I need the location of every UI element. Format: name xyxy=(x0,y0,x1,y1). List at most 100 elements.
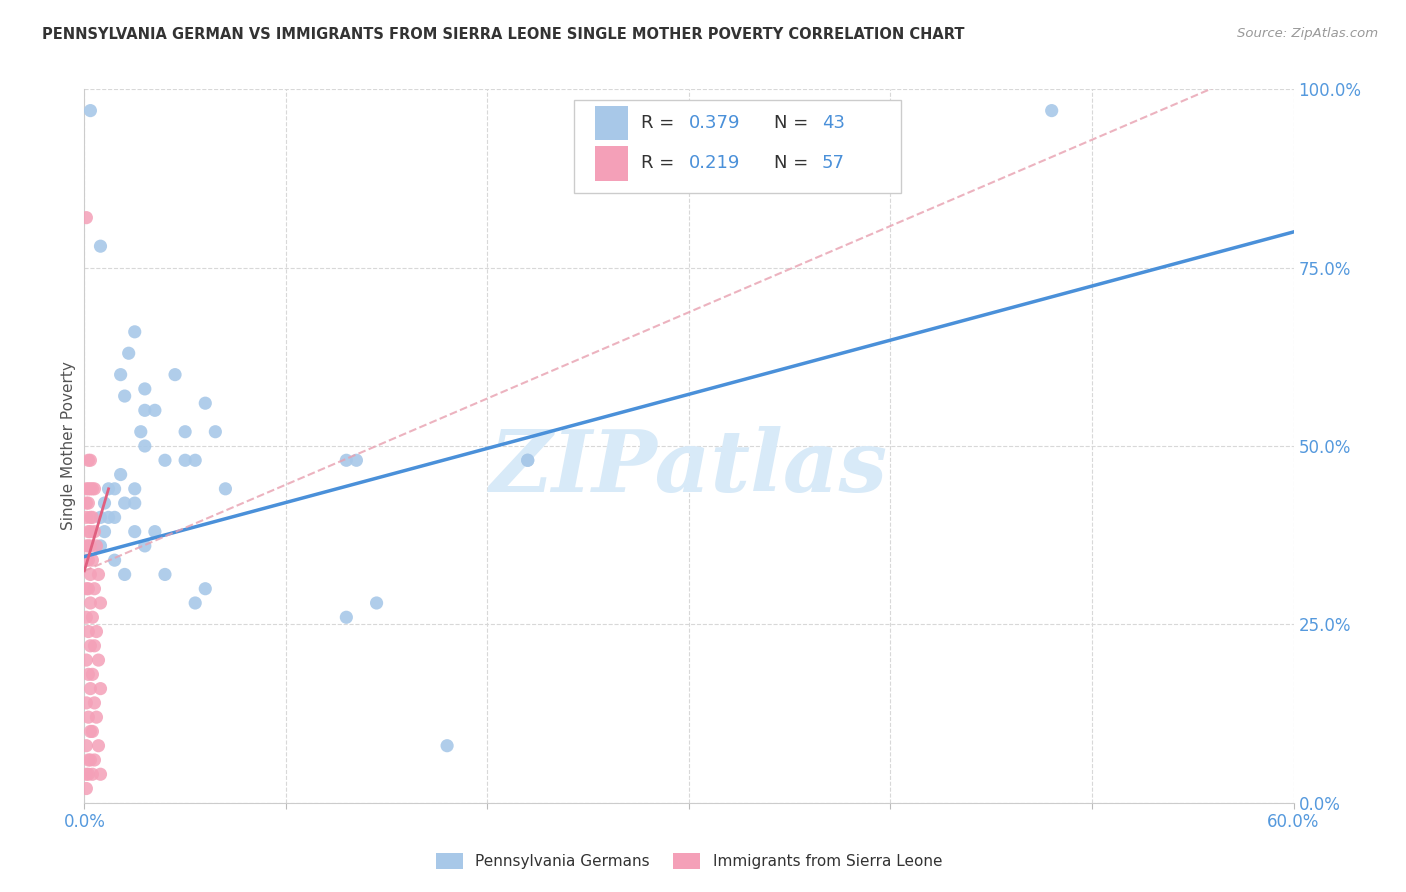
Point xyxy=(143,524,166,539)
Point xyxy=(82,553,104,567)
Point xyxy=(87,739,110,753)
Point xyxy=(97,510,120,524)
Point xyxy=(83,482,105,496)
FancyBboxPatch shape xyxy=(574,100,901,193)
Point xyxy=(75,610,97,624)
Point xyxy=(75,767,97,781)
Point xyxy=(79,482,101,496)
Point xyxy=(77,482,100,496)
Point xyxy=(75,510,97,524)
Point xyxy=(75,781,97,796)
Point xyxy=(83,524,105,539)
Point xyxy=(77,710,100,724)
Point xyxy=(89,596,111,610)
Point xyxy=(134,539,156,553)
Text: R =: R = xyxy=(641,154,679,172)
Point xyxy=(194,582,217,596)
FancyBboxPatch shape xyxy=(595,106,628,140)
Point xyxy=(77,496,100,510)
Point xyxy=(83,582,105,596)
Point xyxy=(718,103,741,118)
Point xyxy=(77,753,100,767)
Point xyxy=(174,425,197,439)
Point xyxy=(82,767,104,781)
Text: ZIPatlas: ZIPatlas xyxy=(489,425,889,509)
Point xyxy=(114,567,136,582)
Point xyxy=(184,453,207,467)
Legend: Pennsylvania Germans, Immigrants from Sierra Leone: Pennsylvania Germans, Immigrants from Si… xyxy=(430,847,948,875)
Text: N =: N = xyxy=(773,114,814,132)
Point xyxy=(153,567,176,582)
Point xyxy=(104,482,127,496)
Point xyxy=(77,582,100,596)
Point xyxy=(124,482,146,496)
Point xyxy=(93,524,115,539)
Point xyxy=(79,596,101,610)
Point xyxy=(516,453,538,467)
Point xyxy=(118,346,141,360)
Text: 57: 57 xyxy=(823,154,845,172)
Point xyxy=(75,739,97,753)
Point xyxy=(79,103,101,118)
Point xyxy=(77,539,100,553)
Point xyxy=(75,553,97,567)
Point xyxy=(97,482,120,496)
Point xyxy=(83,753,105,767)
Point xyxy=(77,767,100,781)
Point xyxy=(79,567,101,582)
Point xyxy=(77,624,100,639)
Point xyxy=(79,539,101,553)
Point xyxy=(335,453,357,467)
Text: 0.379: 0.379 xyxy=(689,114,741,132)
Point xyxy=(82,510,104,524)
Point xyxy=(184,596,207,610)
Point xyxy=(77,453,100,467)
Point xyxy=(87,567,110,582)
Point xyxy=(134,439,156,453)
Point xyxy=(335,610,357,624)
Point xyxy=(75,653,97,667)
Text: R =: R = xyxy=(641,114,679,132)
Point xyxy=(1040,103,1063,118)
Point xyxy=(77,553,100,567)
Point xyxy=(83,696,105,710)
Point xyxy=(516,453,538,467)
Point xyxy=(77,524,100,539)
Point xyxy=(114,389,136,403)
Y-axis label: Single Mother Poverty: Single Mother Poverty xyxy=(60,361,76,531)
Point xyxy=(86,624,108,639)
Point xyxy=(87,653,110,667)
Point xyxy=(77,667,100,681)
Point xyxy=(82,724,104,739)
Point xyxy=(79,639,101,653)
Point xyxy=(75,539,97,553)
Point xyxy=(79,753,101,767)
Point xyxy=(79,724,101,739)
Point xyxy=(89,239,111,253)
Point xyxy=(104,553,127,567)
Point xyxy=(82,482,104,496)
Point xyxy=(75,582,97,596)
Point xyxy=(89,539,111,553)
Point xyxy=(110,467,132,482)
Point xyxy=(79,453,101,467)
Text: Source: ZipAtlas.com: Source: ZipAtlas.com xyxy=(1237,27,1378,40)
Point xyxy=(346,453,368,467)
Point xyxy=(75,696,97,710)
Point xyxy=(153,453,176,467)
Point xyxy=(194,396,217,410)
Point xyxy=(86,710,108,724)
Point xyxy=(124,524,146,539)
Point xyxy=(82,667,104,681)
Point xyxy=(75,482,97,496)
Text: 0.219: 0.219 xyxy=(689,154,741,172)
Point xyxy=(93,496,115,510)
Point xyxy=(124,325,146,339)
Text: PENNSYLVANIA GERMAN VS IMMIGRANTS FROM SIERRA LEONE SINGLE MOTHER POVERTY CORREL: PENNSYLVANIA GERMAN VS IMMIGRANTS FROM S… xyxy=(42,27,965,42)
Point xyxy=(79,510,101,524)
Point xyxy=(75,211,97,225)
Point xyxy=(165,368,187,382)
Point xyxy=(204,425,226,439)
Point xyxy=(366,596,388,610)
Point xyxy=(82,610,104,624)
